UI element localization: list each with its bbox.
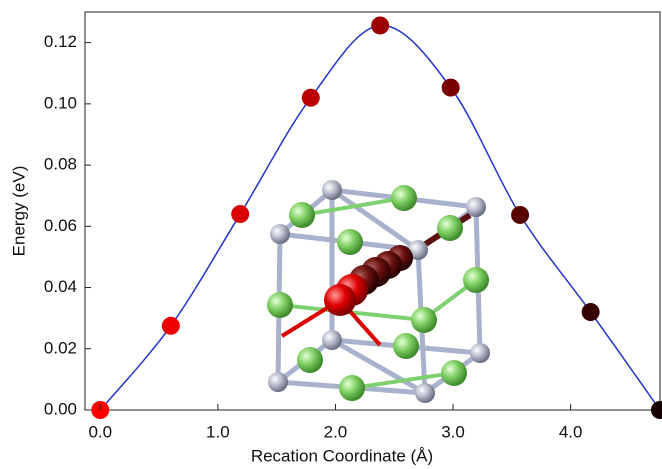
x-tick-label: 1.0 [206, 422, 230, 441]
y-axis-label: Energy (eV) [9, 166, 28, 257]
point [161, 316, 180, 335]
plot-frame [84, 11, 661, 411]
y-tick-label: 0.12 [44, 32, 77, 51]
x-tick-label: 0.0 [88, 422, 112, 441]
marks [91, 16, 662, 419]
x-tick-label: 3.0 [441, 422, 465, 441]
y-tick-label: 0.06 [44, 216, 77, 235]
point [651, 401, 662, 419]
point [511, 205, 530, 224]
point [231, 205, 250, 224]
point [301, 88, 320, 107]
y-tick-label: 0.04 [44, 277, 77, 296]
x-tick-label: 4.0 [559, 422, 583, 441]
y-tick-label: 0.02 [44, 338, 77, 357]
point [371, 16, 390, 35]
point [581, 303, 600, 322]
y-tick-label: 0.08 [44, 155, 77, 174]
point [441, 78, 460, 97]
x-axis-label: Recation Coordinate (Å) [251, 446, 433, 465]
crystal-inset [267, 180, 490, 403]
y-tick-label: 0.00 [44, 399, 77, 418]
y-tick-label: 0.10 [44, 93, 77, 112]
curve [99, 24, 661, 411]
x-tick-label: 2.0 [324, 422, 348, 441]
